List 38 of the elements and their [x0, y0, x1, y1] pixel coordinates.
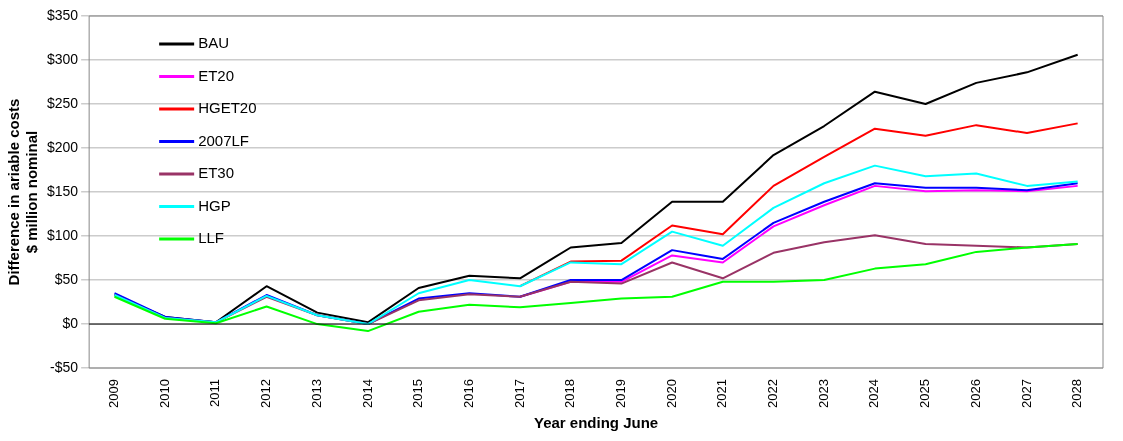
x-tick-label: 2018	[562, 379, 578, 408]
y-tick-label: $0	[62, 314, 79, 331]
x-tick-label: 2013	[308, 379, 324, 408]
x-tick-label: 2025	[917, 379, 933, 408]
y-tick-label: $250	[46, 94, 79, 111]
y-tick-label: $150	[46, 182, 79, 199]
x-tick-label: 2020	[663, 379, 679, 408]
y-tick-label: $50	[54, 270, 79, 287]
y-tick-label: $350	[46, 6, 79, 23]
x-tick-label: 2014	[359, 379, 375, 408]
x-tick-label: 2015	[410, 379, 426, 408]
y-tick-label: -$50	[50, 358, 79, 375]
legend-label: HGET20	[198, 99, 257, 117]
legend-label: BAU	[198, 34, 229, 52]
x-tick-label: 2016	[460, 379, 476, 408]
x-tick-label: 2026	[967, 379, 983, 408]
legend-label: HGP	[198, 196, 231, 214]
x-tick-label: 2027	[1018, 379, 1034, 408]
x-tick-label: 2009	[106, 379, 122, 408]
x-tick-label: 2023	[815, 379, 831, 408]
x-tick-label: 2022	[765, 379, 781, 408]
y-tick-label: $200	[46, 138, 79, 155]
y-tick-label: $100	[46, 226, 79, 243]
x-tick-label: 2017	[511, 379, 527, 408]
x-tick-label: 2024	[866, 379, 882, 408]
x-tick-label: 2010	[156, 379, 172, 408]
legend-label: 2007LF	[198, 131, 250, 149]
x-tick-label: 2012	[258, 379, 274, 408]
x-tick-label: 2019	[613, 379, 628, 408]
y-axis-title: Difference in ariable costs $ million nominal	[5, 98, 41, 286]
x-tick-label: 2011	[207, 379, 223, 408]
x-axis-title: Year ending June	[533, 414, 659, 432]
legend-label: ET30	[198, 164, 234, 182]
x-tick-label: 2028	[1069, 379, 1085, 408]
y-tick-label: $300	[46, 50, 79, 67]
x-tick-label: 2021	[714, 379, 730, 408]
legend-label: ET20	[198, 66, 234, 84]
legend-label: LLF	[198, 229, 224, 247]
